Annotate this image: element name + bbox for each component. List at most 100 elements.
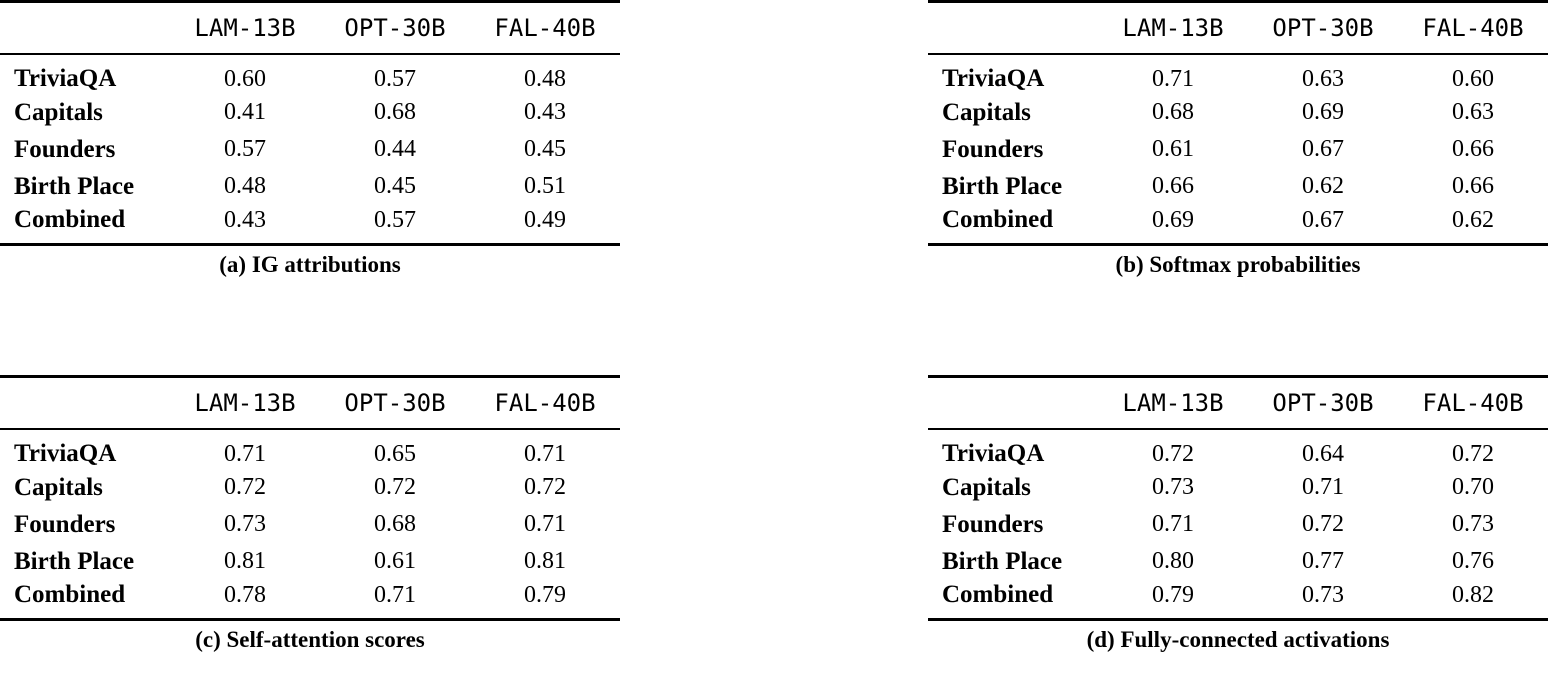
row-label: Founders — [942, 135, 1044, 163]
column-header: OPT-30B — [1248, 376, 1398, 430]
table-caption: (c) Self-attention scores — [195, 627, 425, 652]
cell-value: 0.45 — [524, 136, 566, 162]
table-caption: (d) Fully-connected activations — [1086, 627, 1390, 652]
cell-value: 0.71 — [224, 440, 266, 467]
table-self-attention-scores: LAM-13B OPT-30B FAL-40B TriviaQA 0.71 0.… — [0, 375, 620, 621]
cell-value: 0.79 — [1152, 581, 1194, 608]
column-header: FAL-40B — [470, 1, 620, 55]
cell-value: 0.66 — [1152, 173, 1194, 199]
cell-value: 0.81 — [224, 548, 266, 574]
cell-value: 0.48 — [224, 173, 266, 199]
corner-cell — [0, 376, 170, 430]
table-row: Birth Place 0.66 0.62 0.66 — [928, 168, 1548, 205]
cell-value: 0.72 — [224, 474, 266, 500]
cell-value: 0.63 — [1452, 99, 1494, 125]
table-row: Combined 0.43 0.57 0.49 — [0, 205, 620, 245]
cell-value: 0.61 — [1152, 136, 1194, 162]
table-row: Birth Place 0.48 0.45 0.51 — [0, 168, 620, 205]
cell-value: 0.63 — [1302, 65, 1344, 92]
cell-value: 0.43 — [224, 206, 266, 233]
table-row: Birth Place 0.81 0.61 0.81 — [0, 543, 620, 580]
cell-value: 0.65 — [374, 440, 416, 467]
cell-value: 0.72 — [1452, 440, 1494, 467]
cell-value: 0.51 — [524, 173, 566, 199]
cell-value: 0.62 — [1452, 206, 1494, 233]
cell-value: 0.41 — [224, 99, 266, 125]
cell-value: 0.57 — [374, 65, 416, 92]
table-row: TriviaQA 0.71 0.65 0.71 — [0, 429, 620, 469]
cell-value: 0.57 — [224, 136, 266, 162]
column-header: LAM-13B — [170, 1, 320, 55]
corner-cell — [928, 1, 1098, 55]
row-label: Founders — [14, 510, 116, 538]
cell-value: 0.60 — [1452, 65, 1494, 92]
header-row: LAM-13B OPT-30B FAL-40B — [0, 1, 620, 55]
row-label: Founders — [942, 510, 1044, 538]
table-row: TriviaQA 0.60 0.57 0.48 — [0, 54, 620, 94]
column-header: FAL-40B — [470, 376, 620, 430]
cell-value: 0.43 — [524, 99, 566, 125]
row-label: Capitals — [14, 473, 103, 501]
header-row: LAM-13B OPT-30B FAL-40B — [928, 376, 1548, 430]
cell-value: 0.67 — [1302, 136, 1344, 162]
table-row: Capitals 0.41 0.68 0.43 — [0, 94, 620, 131]
subtable-fully-connected-activations: LAM-13B OPT-30B FAL-40B TriviaQA 0.72 0.… — [928, 375, 1548, 654]
table-row: Combined 0.69 0.67 0.62 — [928, 205, 1548, 245]
column-header: LAM-13B — [1098, 1, 1248, 55]
table-row: Capitals 0.72 0.72 0.72 — [0, 469, 620, 506]
table-row: Combined 0.79 0.73 0.82 — [928, 580, 1548, 620]
row-label: Combined — [942, 581, 1054, 608]
cell-value: 0.71 — [1152, 511, 1194, 537]
cell-value: 0.70 — [1452, 474, 1494, 500]
header-row: LAM-13B OPT-30B FAL-40B — [0, 376, 620, 430]
row-label: Founders — [14, 135, 116, 163]
corner-cell — [928, 376, 1098, 430]
row-label: TriviaQA — [942, 440, 1045, 467]
column-header: OPT-30B — [320, 1, 470, 55]
cell-value: 0.45 — [374, 173, 416, 199]
cell-value: 0.73 — [1152, 474, 1194, 500]
cell-value: 0.49 — [524, 206, 566, 233]
table-row: Capitals 0.68 0.69 0.63 — [928, 94, 1548, 131]
table-row: Founders 0.57 0.44 0.45 — [0, 131, 620, 168]
row-label: Combined — [942, 206, 1054, 233]
column-header: OPT-30B — [1248, 1, 1398, 55]
column-header: OPT-30B — [320, 376, 470, 430]
cell-value: 0.72 — [524, 474, 566, 500]
cell-value: 0.69 — [1302, 99, 1344, 125]
table-row: TriviaQA 0.72 0.64 0.72 — [928, 429, 1548, 469]
row-label: Combined — [14, 206, 126, 233]
cell-value: 0.76 — [1452, 548, 1494, 574]
cell-value: 0.73 — [1452, 511, 1494, 537]
cell-value: 0.77 — [1302, 548, 1344, 574]
table-row: Birth Place 0.80 0.77 0.76 — [928, 543, 1548, 580]
cell-value: 0.71 — [374, 581, 416, 608]
column-header: LAM-13B — [170, 376, 320, 430]
column-header: LAM-13B — [1098, 376, 1248, 430]
corner-cell — [0, 1, 170, 55]
cell-value: 0.44 — [374, 136, 416, 162]
cell-value: 0.80 — [1152, 548, 1194, 574]
cell-value: 0.62 — [1302, 173, 1344, 199]
cell-value: 0.71 — [1152, 65, 1194, 92]
table-ig-attributions: LAM-13B OPT-30B FAL-40B TriviaQA 0.60 0.… — [0, 0, 620, 246]
row-label: Birth Place — [942, 547, 1063, 575]
header-row: LAM-13B OPT-30B FAL-40B — [928, 1, 1548, 55]
cell-value: 0.71 — [524, 440, 566, 467]
table-caption: (b) Softmax probabilities — [1115, 252, 1361, 277]
table-row: Combined 0.78 0.71 0.79 — [0, 580, 620, 620]
cell-value: 0.78 — [224, 581, 266, 608]
table-fully-connected-activations: LAM-13B OPT-30B FAL-40B TriviaQA 0.72 0.… — [928, 375, 1548, 621]
cell-value: 0.68 — [374, 511, 416, 537]
cell-value: 0.64 — [1302, 440, 1344, 467]
row-label: Capitals — [14, 98, 103, 126]
cell-value: 0.72 — [1152, 440, 1194, 467]
subtable-ig-attributions: LAM-13B OPT-30B FAL-40B TriviaQA 0.60 0.… — [0, 0, 620, 279]
cell-value: 0.81 — [524, 548, 566, 574]
cell-value: 0.82 — [1452, 581, 1494, 608]
cell-value: 0.72 — [1302, 511, 1344, 537]
cell-value: 0.68 — [374, 99, 416, 125]
cell-value: 0.67 — [1302, 206, 1344, 233]
table-row: Founders 0.61 0.67 0.66 — [928, 131, 1548, 168]
row-label: Birth Place — [14, 547, 135, 575]
